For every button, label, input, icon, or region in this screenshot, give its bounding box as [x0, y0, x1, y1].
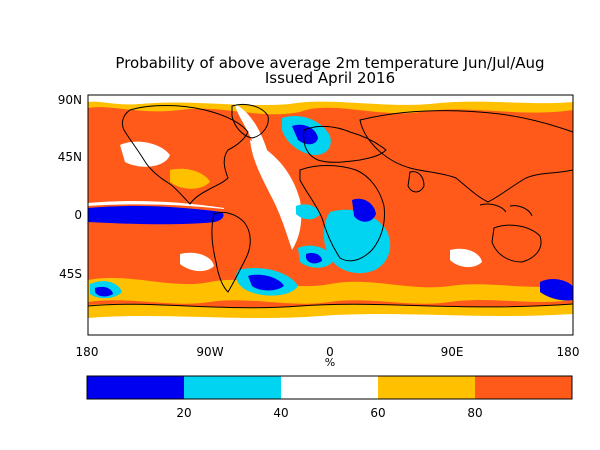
- map-title-line2: Issued April 2016: [264, 69, 396, 87]
- lon-label-90w: 90W: [196, 345, 224, 359]
- field-central-us-yellow: [170, 168, 210, 189]
- field-south-atlantic-cold: [306, 252, 322, 264]
- field-arctic-white: [88, 95, 573, 106]
- field-indian-ocean-white: [450, 248, 482, 268]
- asia-coast: [359, 110, 573, 203]
- lat-label-0: 0: [74, 208, 82, 222]
- field-north-pacific-white: [120, 141, 170, 167]
- lon-label-0: 0: [326, 345, 334, 359]
- coastlines: [88, 103, 573, 309]
- colorbar-label-60: 60: [370, 406, 386, 420]
- colorbar: [86, 375, 573, 400]
- africa-coast: [299, 165, 385, 262]
- india-coast: [407, 171, 425, 193]
- field-equatorial-white-edge: [88, 200, 224, 209]
- field-southwest-pacific-cold: [95, 286, 113, 297]
- europe-coast: [303, 125, 387, 163]
- colorbar-bin-80-100: [475, 376, 572, 399]
- field-gulf-guinea-cool: [296, 204, 320, 220]
- colorbar-frame: [86, 375, 573, 400]
- south-america-coast: [211, 211, 251, 293]
- field-drake-cold: [248, 274, 284, 291]
- map-title-line1: Probability of above average 2m temperat…: [115, 54, 545, 72]
- colorbar-bin-20-40: [184, 376, 281, 399]
- field-antarctic-white: [88, 314, 573, 335]
- colorbar-label-40: 40: [273, 406, 289, 420]
- field-southeast-pacific-cold: [540, 279, 573, 301]
- probability-field: [88, 95, 573, 335]
- antarctica-coast: [88, 303, 573, 309]
- greenland-coast: [231, 103, 269, 139]
- field-southern-ocean-yellow: [88, 277, 573, 304]
- colorbar-label-20: 20: [176, 406, 192, 420]
- lon-label-90e: 90E: [440, 345, 464, 359]
- north-america-coast: [121, 105, 249, 205]
- field-south-pacific-white: [180, 252, 214, 272]
- field-south-africa-cool: [323, 209, 391, 274]
- lat-label-45n: 45N: [57, 150, 82, 164]
- indonesia-coast: [479, 203, 533, 217]
- lon-label-180e: 180: [556, 345, 580, 359]
- lon-label-180w: 180: [75, 345, 99, 359]
- lat-label-90n: 90N: [57, 93, 82, 107]
- unit-label: %: [324, 356, 336, 369]
- lat-label-45s: 45S: [59, 267, 82, 281]
- colorbar-bin-60-80: [378, 376, 475, 399]
- field-north-atlantic-cold: [292, 124, 318, 145]
- colorbar-bin-40-60: [281, 376, 378, 399]
- colorbar-bin-0-20: [87, 376, 184, 399]
- field-atlantic-white: [250, 140, 302, 250]
- colorbar-label-80: 80: [467, 406, 483, 420]
- map-frame: [87, 94, 574, 336]
- australia-coast: [491, 224, 542, 263]
- field-central-africa-cold: [352, 198, 376, 222]
- field-equatorial-pacific-cold: [88, 205, 224, 225]
